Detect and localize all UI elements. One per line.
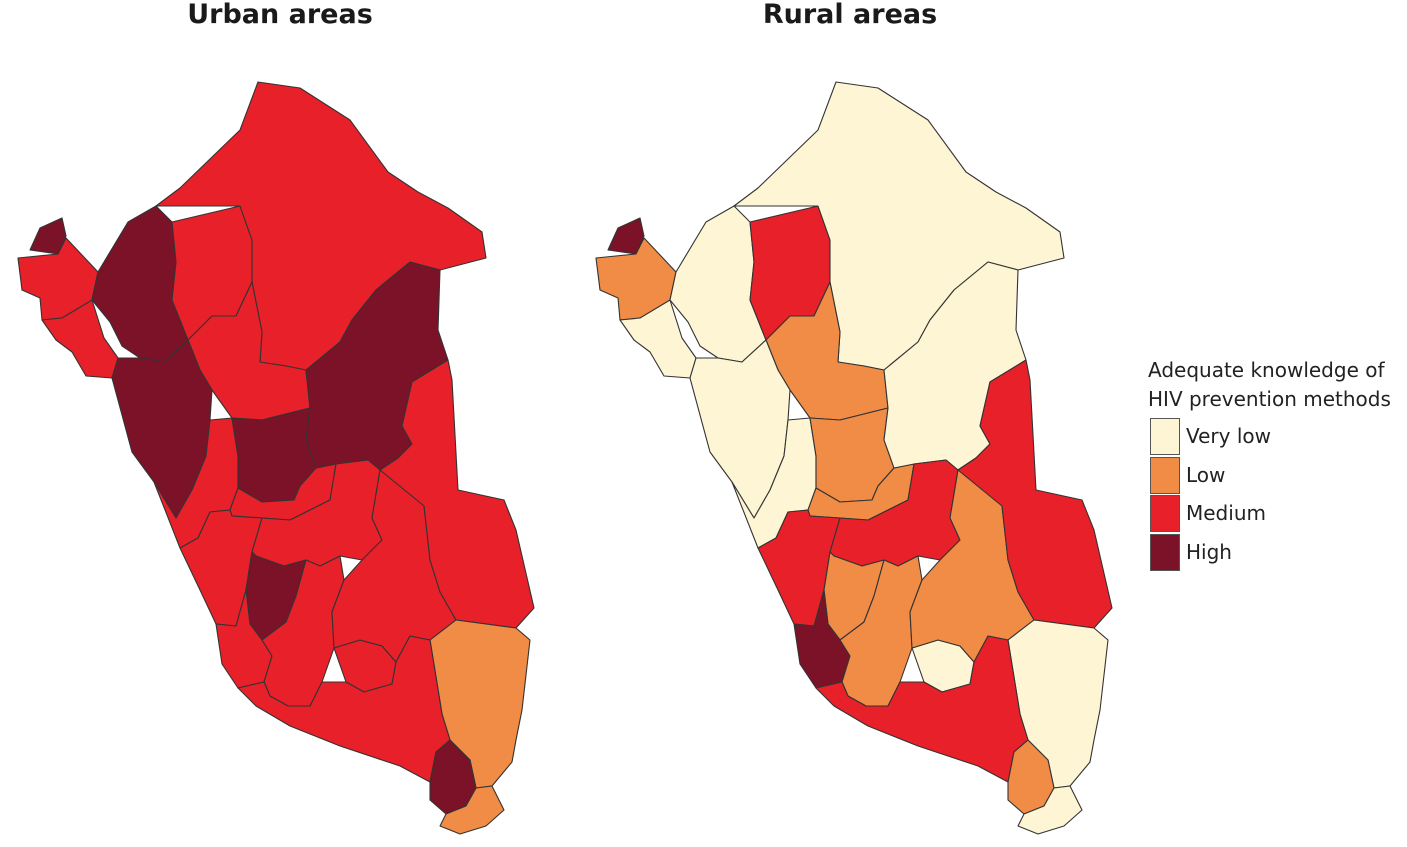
urban-region-tumbes — [29, 217, 67, 255]
urban-region-madre-de-dios — [379, 359, 535, 629]
legend-label-low: Low — [1186, 462, 1226, 487]
rural-region-madre-de-dios — [957, 359, 1113, 629]
legend-item-medium: Medium — [1148, 495, 1404, 534]
legend-title: Adequate knowledge of HIV prevention met… — [1148, 356, 1404, 414]
legend-item-very-low: Very low — [1148, 418, 1404, 457]
legend-item-low: Low — [1148, 456, 1404, 496]
legend-swatch-low — [1150, 456, 1180, 494]
urban-region-arequipa — [237, 635, 451, 783]
rural-areas-map — [595, 81, 1113, 835]
legend-swatch-medium — [1150, 495, 1180, 532]
legend-title-line-2: HIV prevention methods — [1148, 387, 1391, 411]
legend-swatch-high — [1150, 533, 1180, 571]
legend-title-line-1: Adequate knowledge of — [1148, 358, 1385, 382]
rural-region-tacna — [1017, 785, 1083, 835]
legend: Adequate knowledge of HIV prevention met… — [1148, 356, 1404, 572]
rural-region-tumbes — [607, 217, 645, 255]
urban-areas-map — [17, 81, 535, 835]
legend-label-high: High — [1186, 539, 1232, 564]
rural-region-arequipa — [815, 635, 1029, 783]
legend-item-high: High — [1148, 533, 1404, 573]
urban-region-tacna — [439, 785, 505, 835]
rural-map-title: Rural areas — [762, 0, 938, 30]
legend-label-very-low: Very low — [1186, 424, 1271, 448]
urban-map-title: Urban areas — [187, 0, 373, 30]
legend-swatch-very-low — [1150, 418, 1180, 455]
legend-label-medium: Medium — [1186, 501, 1266, 525]
